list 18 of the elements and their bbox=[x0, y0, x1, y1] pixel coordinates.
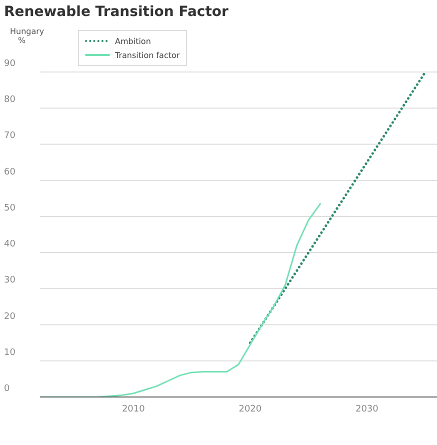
y-tick-label: 30 bbox=[4, 276, 16, 286]
y-tick-label: 60 bbox=[4, 167, 16, 178]
legend-label: Ambition bbox=[115, 36, 151, 46]
x-tick-label: 2020 bbox=[238, 404, 262, 414]
y-tick-label: 90 bbox=[4, 59, 16, 69]
x-tick-label: 2010 bbox=[122, 404, 146, 414]
y-tick-label: 50 bbox=[4, 203, 16, 214]
chart-subtitle: Hungary bbox=[10, 27, 44, 36]
y-tick-label: 0 bbox=[4, 384, 10, 394]
y-tick-label: 80 bbox=[4, 95, 16, 106]
x-tick-label: 2030 bbox=[355, 404, 379, 414]
y-tick-label: 40 bbox=[4, 240, 16, 250]
chart-title: Renewable Transition Factor bbox=[4, 4, 228, 20]
y-tick-label: 10 bbox=[4, 348, 16, 358]
y-tick-label: 20 bbox=[4, 312, 16, 322]
y-axis-title: % bbox=[18, 36, 26, 45]
y-tick-label: 70 bbox=[4, 131, 16, 142]
legend-label: Transition factor bbox=[115, 50, 180, 60]
